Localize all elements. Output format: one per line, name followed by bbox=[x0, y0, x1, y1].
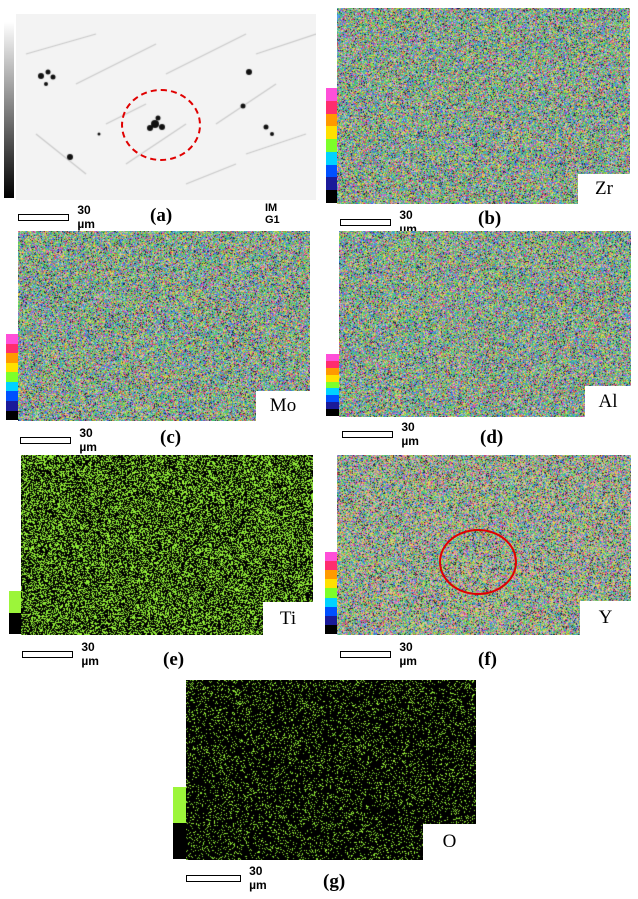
color-scale bbox=[9, 591, 21, 634]
scale-bar: 30 µm bbox=[22, 640, 110, 668]
element-label: Zr bbox=[578, 174, 630, 204]
panel-label: (b) bbox=[478, 208, 502, 229]
panel-label: (c) bbox=[160, 427, 182, 448]
element-map bbox=[186, 680, 476, 860]
scale-label: 30 µm bbox=[399, 640, 417, 668]
highlight-circle bbox=[439, 529, 517, 595]
scale-label: 30 µm bbox=[401, 420, 419, 448]
highlight-circle bbox=[121, 89, 201, 161]
color-scale bbox=[325, 552, 337, 634]
scale-bar: 30 µm bbox=[18, 203, 106, 231]
sem-image bbox=[16, 14, 316, 200]
element-map bbox=[21, 455, 313, 635]
panel-label: (a) bbox=[150, 205, 173, 226]
element-label: Ti bbox=[263, 602, 313, 635]
element-label: O bbox=[423, 824, 476, 860]
element-label: Al bbox=[585, 386, 631, 417]
image-tag: IM G1 bbox=[265, 202, 280, 226]
scale-bar: 30 µm bbox=[340, 640, 428, 668]
element-map bbox=[339, 231, 631, 417]
color-scale bbox=[326, 88, 337, 204]
color-scale bbox=[326, 354, 339, 417]
scale-bar: 30 µm bbox=[186, 864, 278, 892]
panel-label: (g) bbox=[323, 871, 346, 892]
scale-label: 30 µm bbox=[81, 640, 99, 668]
color-scale bbox=[173, 787, 186, 859]
panel-label: (d) bbox=[480, 427, 504, 448]
element-label: Y bbox=[580, 601, 631, 635]
scale-bar: 30 µm bbox=[20, 426, 108, 454]
element-map bbox=[337, 8, 630, 204]
grayscale-strip bbox=[4, 22, 14, 198]
scale-label: 30 µm bbox=[79, 426, 97, 454]
scale-bar: 30 µm bbox=[342, 420, 430, 448]
scale-label: 30 µm bbox=[249, 864, 267, 892]
color-scale bbox=[6, 334, 18, 421]
element-label: Mo bbox=[256, 391, 310, 421]
panel-label: (f) bbox=[478, 649, 497, 670]
scale-label: 30 µm bbox=[77, 203, 95, 231]
panel-label: (e) bbox=[163, 649, 185, 670]
element-map bbox=[18, 231, 310, 421]
